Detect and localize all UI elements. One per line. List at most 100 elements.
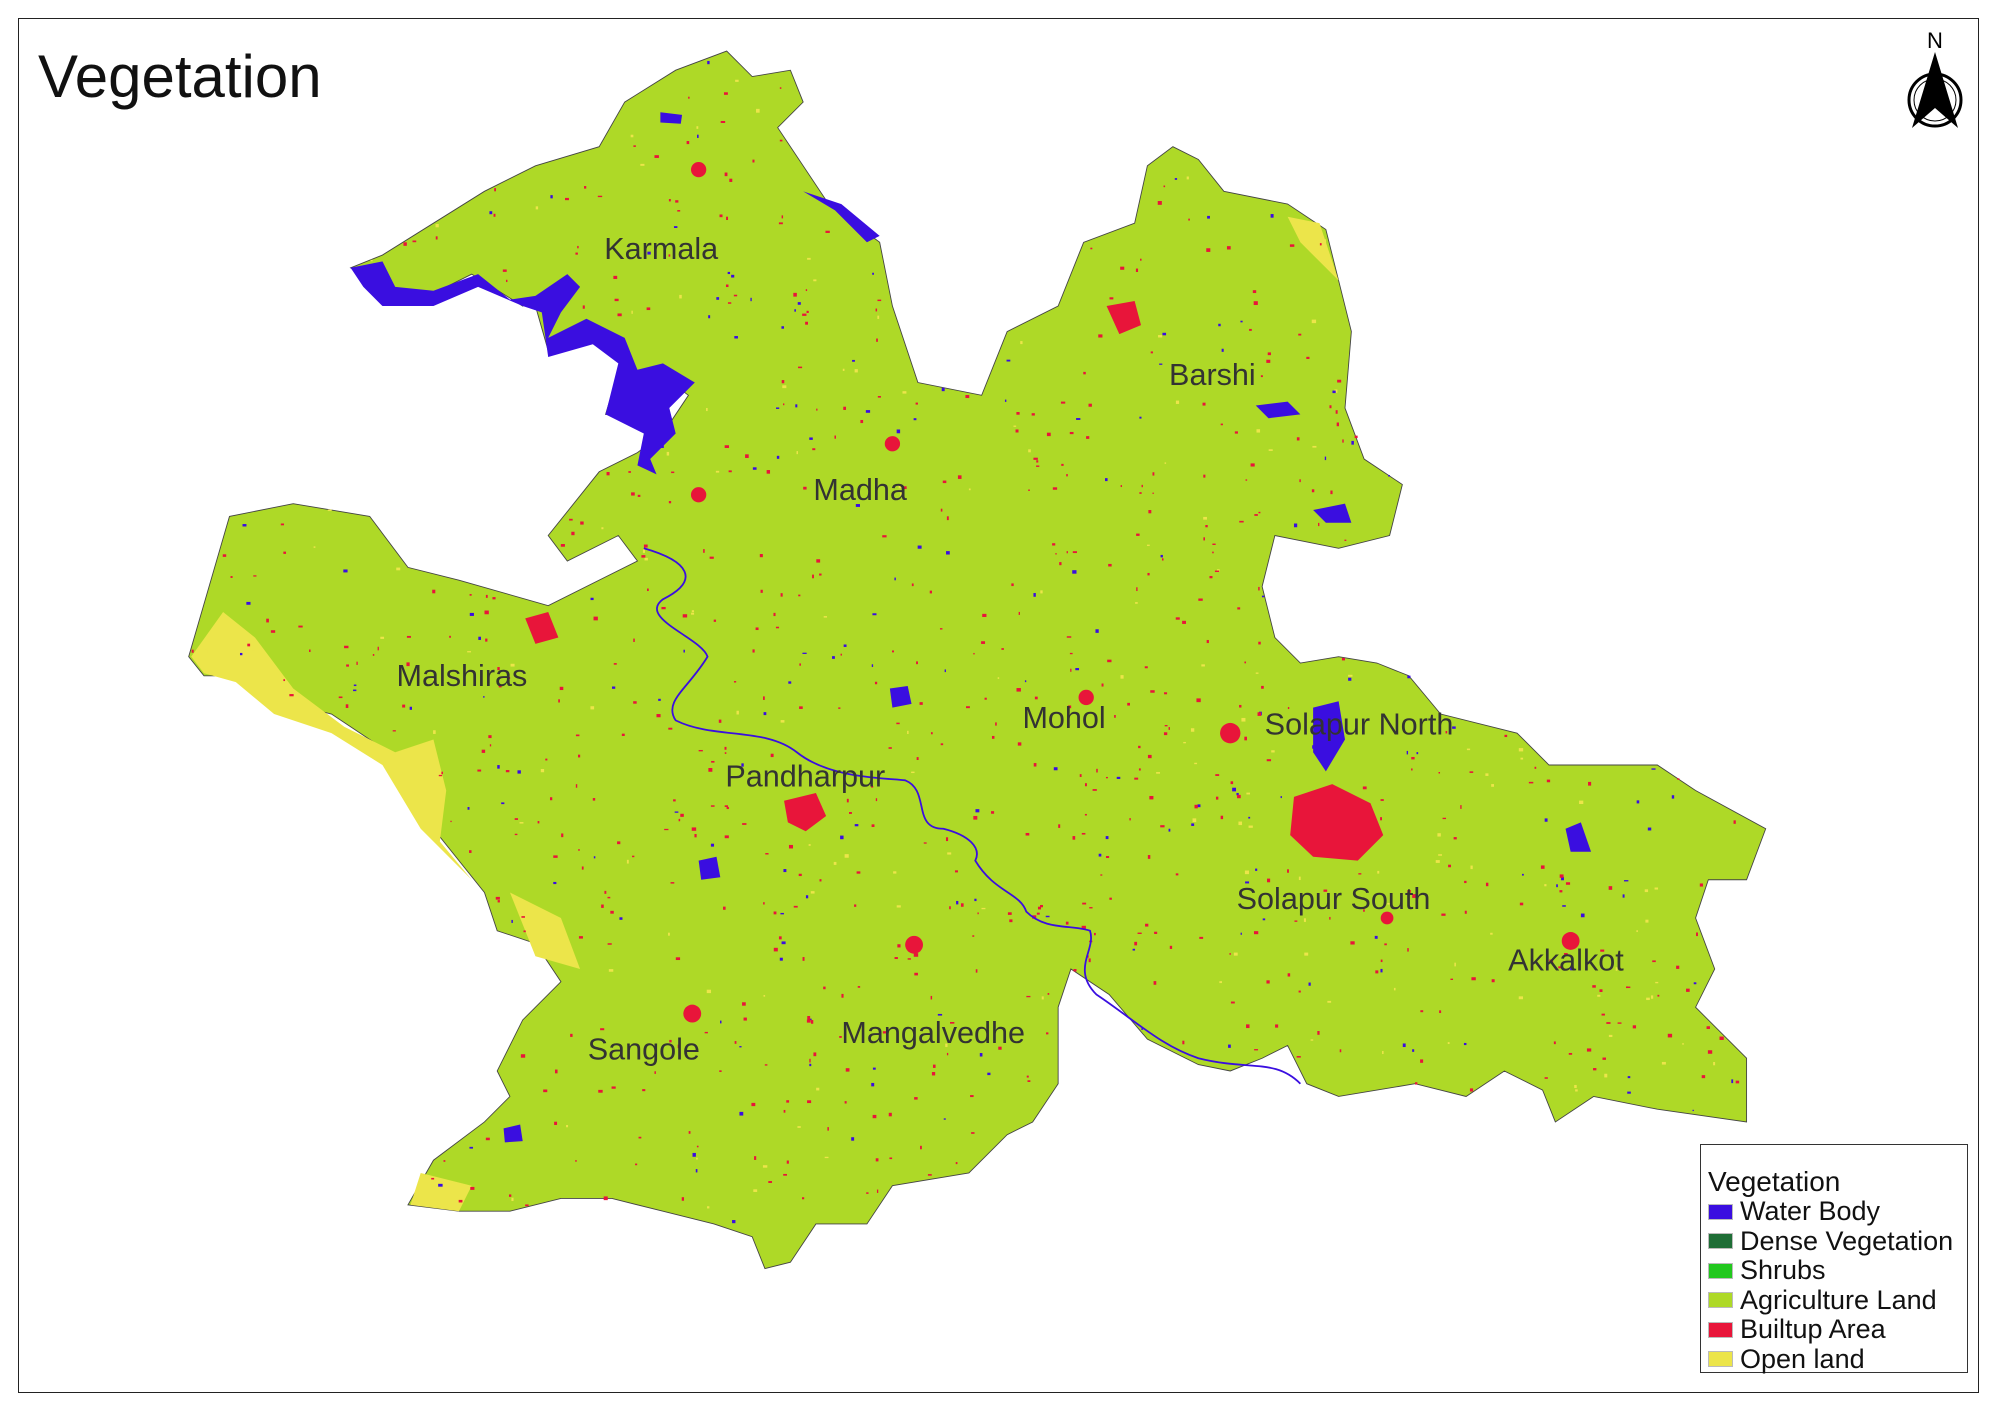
land-cover-speck (742, 1002, 746, 1006)
land-cover-speck (597, 195, 603, 198)
land-cover-speck (1402, 1043, 1406, 1048)
land-cover-speck (1072, 836, 1076, 840)
land-cover-speck (894, 577, 896, 581)
land-cover-speck (222, 554, 227, 557)
land-cover-speck (1244, 661, 1247, 664)
land-cover-speck (1149, 795, 1154, 800)
land-cover-speck (517, 770, 521, 774)
land-cover-speck (433, 730, 436, 734)
land-cover-speck (833, 861, 837, 865)
land-cover-speck (1246, 1024, 1250, 1029)
land-cover-speck (799, 706, 803, 709)
legend-item-open-land: Open land (1708, 1344, 1967, 1375)
land-cover-speck (860, 419, 864, 424)
land-cover-speck (849, 812, 852, 814)
land-cover-speck (971, 1132, 975, 1134)
land-cover-speck (1298, 876, 1301, 881)
land-cover-speck (781, 380, 785, 384)
land-cover-speck (593, 856, 596, 859)
land-cover-speck (1236, 792, 1239, 796)
land-cover-speck (1280, 796, 1282, 799)
land-cover-speck (191, 649, 194, 653)
land-cover-speck (1261, 685, 1264, 689)
land-cover-speck (1363, 909, 1365, 912)
land-cover-speck (675, 200, 679, 203)
land-cover-speck (694, 834, 697, 838)
land-cover-speck (1348, 677, 1352, 681)
land-cover-speck (470, 1186, 475, 1190)
land-cover-speck (706, 407, 708, 412)
land-cover-speck (907, 958, 911, 960)
land-cover-speck (1096, 768, 1098, 773)
land-cover-speck (1293, 523, 1298, 528)
land-cover-speck (947, 852, 952, 855)
land-cover-speck (554, 1069, 558, 1074)
land-cover-speck (617, 841, 621, 845)
land-cover-speck (1006, 359, 1011, 362)
land-cover-speck (1354, 435, 1358, 439)
land-cover-speck (1627, 1091, 1631, 1094)
land-cover-speck (1240, 932, 1242, 935)
land-cover-speck (666, 451, 670, 456)
land-cover-speck (796, 451, 798, 455)
land-cover-speck (1240, 320, 1243, 323)
land-cover-speck (1105, 856, 1110, 859)
land-cover-speck (1088, 403, 1092, 407)
land-cover-speck (1646, 997, 1650, 1001)
land-cover-speck (664, 828, 669, 831)
land-cover-speck (508, 1194, 512, 1197)
land-cover-speck (798, 873, 802, 877)
land-cover-speck (760, 589, 763, 593)
land-cover-speck (1150, 690, 1155, 693)
land-cover-speck (1034, 696, 1038, 700)
land-cover-speck (1164, 692, 1168, 695)
land-cover-speck (939, 628, 943, 630)
land-cover-speck (898, 484, 903, 489)
land-cover-speck (998, 1046, 1002, 1050)
land-cover-speck (743, 1017, 747, 1021)
land-cover-speck (1066, 636, 1072, 638)
land-cover-speck (1626, 986, 1629, 989)
land-cover-speck (619, 917, 623, 920)
land-cover-speck (816, 408, 818, 411)
land-cover-speck (1330, 490, 1333, 495)
land-cover-speck (1706, 1026, 1710, 1029)
land-cover-speck (973, 652, 975, 655)
land-cover-speck (575, 784, 578, 788)
land-cover-speck (1098, 334, 1103, 338)
land-cover-speck (327, 509, 332, 512)
land-cover-speck (974, 898, 977, 902)
land-cover-speck (1388, 475, 1391, 477)
land-cover-speck (1203, 474, 1206, 478)
land-cover-speck (671, 471, 675, 474)
land-cover-speck (1066, 474, 1068, 477)
land-cover-speck (1504, 734, 1508, 738)
land-cover-speck (677, 1044, 680, 1049)
land-cover-speck (1020, 341, 1023, 345)
land-cover-speck (1651, 768, 1656, 770)
land-cover-speck (681, 1197, 685, 1201)
land-cover-speck (610, 910, 614, 914)
land-cover-speckles (191, 60, 1740, 1224)
land-cover-speck (1046, 1032, 1049, 1035)
solapur-city (1290, 784, 1384, 861)
land-cover-speck (1045, 915, 1050, 918)
land-cover-speck (1287, 869, 1289, 873)
land-cover-speck (1241, 717, 1246, 722)
legend-label: Water Body (1740, 1196, 1881, 1227)
land-cover-speck (1075, 668, 1080, 671)
land-cover-speck (914, 972, 918, 976)
map-title: Vegetation (38, 43, 322, 110)
land-cover-speck (266, 618, 269, 623)
land-cover-speck (1150, 351, 1153, 354)
land-cover-speck (788, 844, 794, 849)
land-cover-speck (638, 1136, 642, 1139)
land-cover-speck (1575, 1089, 1578, 1092)
land-cover-speck (1072, 570, 1077, 574)
land-cover-speck (1298, 990, 1301, 993)
land-cover-speck (438, 774, 443, 777)
land-cover-speck (1287, 973, 1291, 977)
land-cover-speck (642, 1089, 646, 1092)
land-cover-speck (1084, 813, 1087, 816)
legend-swatch (1708, 1203, 1733, 1220)
